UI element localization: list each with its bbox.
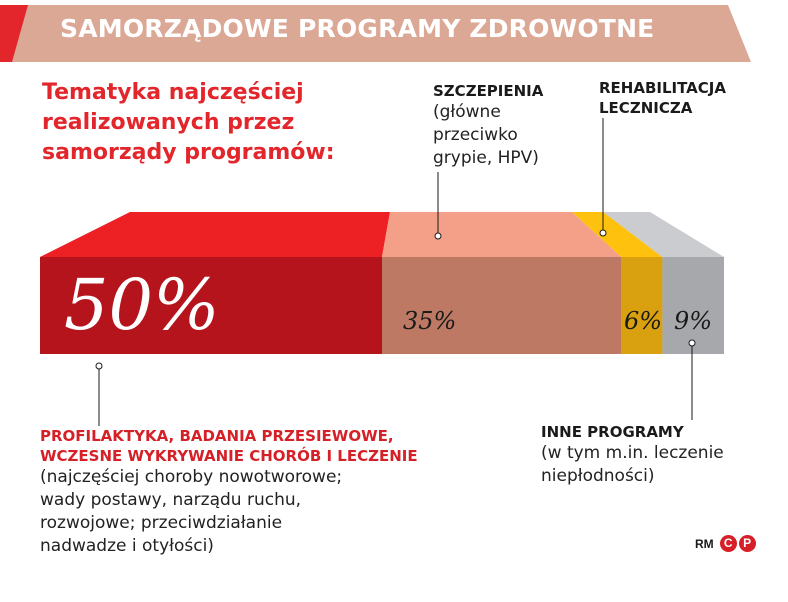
credit-p-logo: P: [738, 535, 756, 552]
bar-top-szczepienia: [382, 212, 622, 257]
label-szczepienia-line1: (główne: [433, 102, 501, 122]
label-rehabilitacja: REHABILITACJA LECZNICZA: [599, 78, 779, 118]
label-rehabilitacja-line1: REHABILITACJA: [599, 79, 726, 97]
label-inne-title: INNE PROGRAMY: [541, 423, 684, 441]
bar-top-profilaktyka: [40, 212, 390, 257]
leader-dot-profilaktyka: [95, 362, 103, 370]
label-profilaktyka-line3: rozwojowe; przeciwdziałanie: [40, 513, 283, 533]
label-profilaktyka-line2: wady postawy, narządu ruchu,: [40, 490, 302, 510]
label-szczepienia-line2: przeciwko: [433, 125, 518, 145]
bar-segment-inne: [662, 257, 724, 354]
leader-dot-rehabilitacja: [599, 229, 607, 237]
label-szczepienia: SZCZEPIENIA (główne przeciwko grypie, HP…: [433, 81, 593, 170]
value-label-inne: 9%: [674, 307, 712, 335]
value-label-szczepienia: 35%: [403, 307, 456, 335]
label-rehabilitacja-line2: LECZNICZA: [599, 99, 693, 117]
label-inne-line1: (w tym m.in. leczenie: [541, 443, 724, 463]
bar-segment-szczepienia: [382, 257, 622, 354]
label-profilaktyka-title2: WCZESNE WYKRYWANIE CHORÓB I LECZENIE: [40, 447, 418, 465]
bar-segment-rehabilitacja: [621, 257, 663, 354]
label-szczepienia-line3: grypie, HPV): [433, 148, 539, 168]
label-inne-line2: niepłodności): [541, 466, 655, 486]
label-profilaktyka-line4: nadwadze i otyłości): [40, 536, 214, 556]
leader-dot-inne: [688, 339, 696, 347]
credit-c-logo: C: [719, 535, 737, 552]
bar-top-rehabilitacja: [572, 212, 663, 257]
label-szczepienia-title: SZCZEPIENIA: [433, 82, 544, 100]
chart-subtitle: Tematyka najczęściej realizowanych przez…: [42, 80, 335, 165]
value-label-rehabilitacja: 6%: [624, 307, 662, 335]
label-inne: INNE PROGRAMY (w tym m.in. leczenie niep…: [541, 422, 781, 488]
label-profilaktyka: PROFILAKTYKA, BADANIA PRZESIEWOWE, WCZES…: [40, 426, 470, 558]
header-banner-shape: [0, 5, 751, 62]
bar-segment-profilaktyka: [40, 257, 382, 354]
value-label-profilaktyka: 50%: [64, 264, 220, 346]
header-banner-accent: [0, 5, 28, 62]
bar-top-inne: [603, 212, 724, 257]
label-profilaktyka-line1: (najczęściej choroby nowotworowe;: [40, 467, 343, 487]
header-banner: [0, 5, 751, 62]
page-title: SAMORZĄDOWE PROGRAMY ZDROWOTNE: [60, 14, 655, 43]
credit-text: RM: [695, 536, 714, 551]
leader-dot-szczepienia: [434, 232, 442, 240]
label-profilaktyka-title1: PROFILAKTYKA, BADANIA PRZESIEWOWE,: [40, 427, 394, 445]
credit: RM C P: [695, 535, 756, 552]
